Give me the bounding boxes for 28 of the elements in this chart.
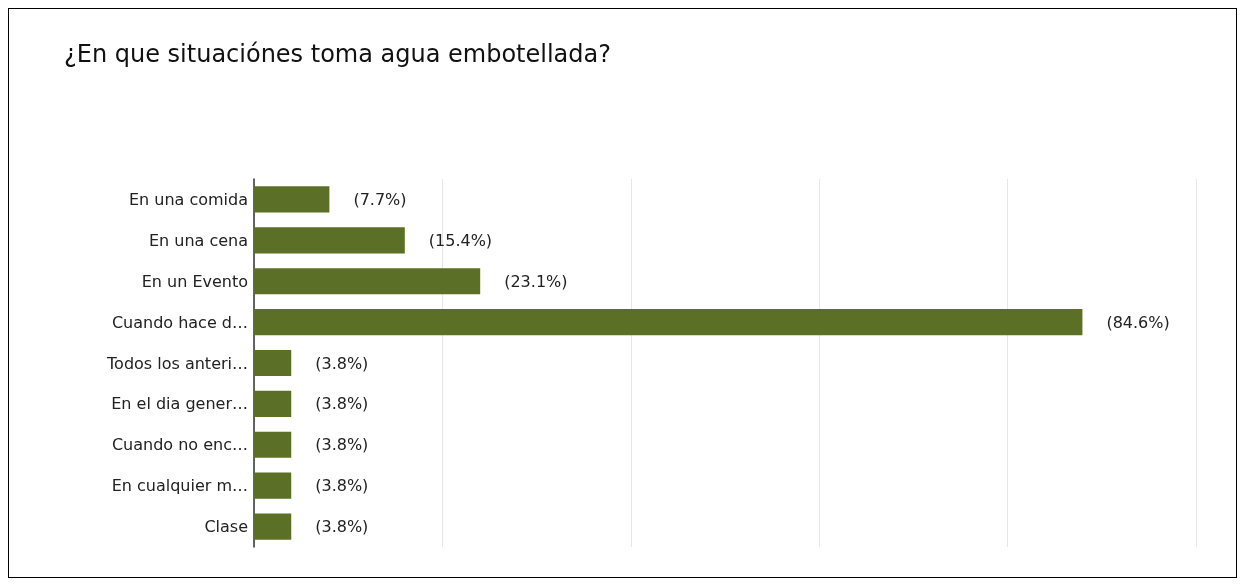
y-tick-label: En cualquier m… [111,476,248,496]
data-label: (15.4%) [428,230,493,250]
data-label: (23.1%) [504,271,568,291]
data-label: (7.7%) [353,189,407,209]
data-label: (3.8%) [315,353,369,373]
y-tick-label: En el dia gener… [111,394,248,414]
y-tick-label: En una cena [148,230,248,250]
y-tick-label: Cuando hace d… [111,312,248,332]
y-tick-label: Todos los anteri… [106,353,248,373]
y-tick-label: En una comida [128,189,248,209]
bar [254,472,292,499]
y-tick-label: Clase [204,517,248,537]
bar [254,309,1083,336]
bar [254,349,292,377]
bar [254,431,292,458]
chart-title: ¿En que situaciónes toma agua embotellada? [64,40,611,68]
data-label: (84.6%) [1106,312,1170,332]
y-tick-label: Cuando no enc… [111,435,248,455]
bar [254,390,292,417]
bar [254,513,292,540]
data-label: (3.8%) [315,476,369,496]
bar [254,227,405,254]
bar [254,268,481,295]
data-label: (3.8%) [315,517,369,537]
bar [254,186,330,213]
data-label: (3.8%) [315,394,369,414]
y-tick-label: En un Evento [141,271,248,291]
data-label: (3.8%) [315,435,369,455]
